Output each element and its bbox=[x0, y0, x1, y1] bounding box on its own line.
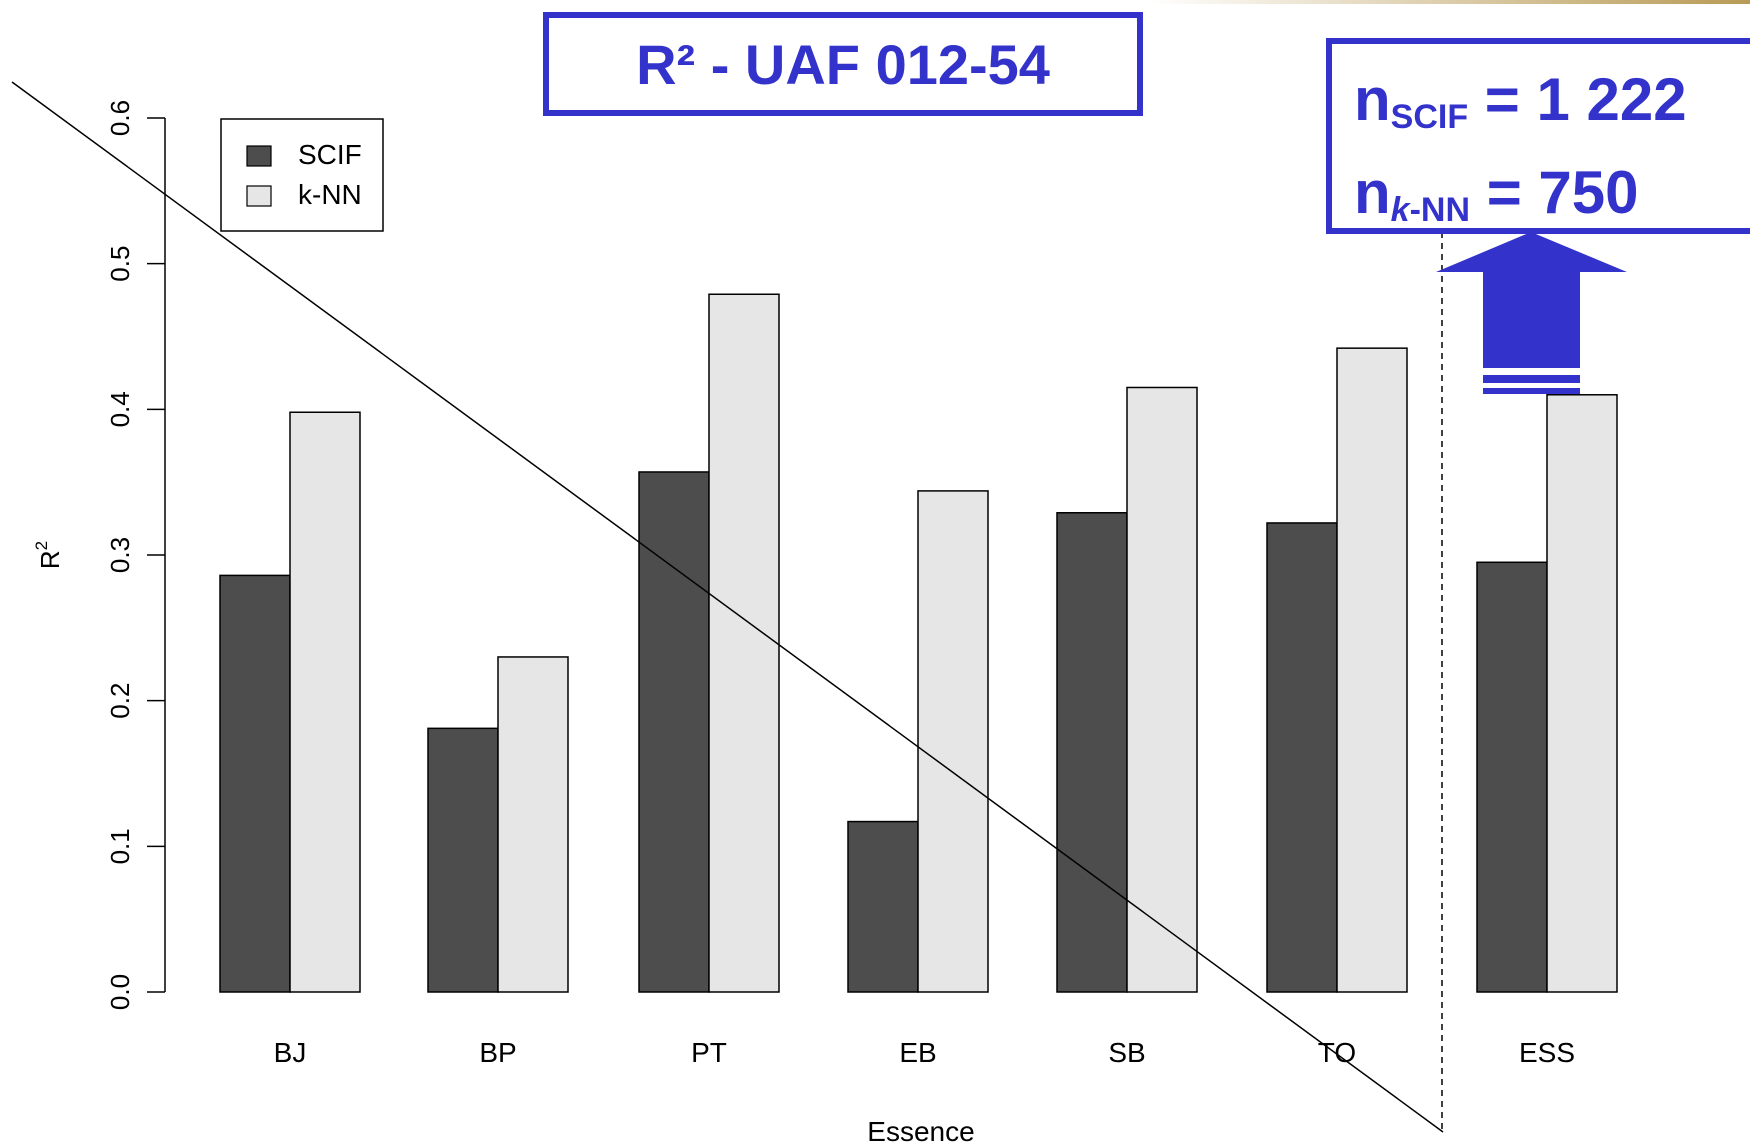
sample-size-box: nSCIF = 1 222 nk-NN = 750 bbox=[1326, 38, 1750, 234]
x-tick-label-pt: PT bbox=[691, 1037, 727, 1068]
up-arrow-icon bbox=[1436, 232, 1627, 368]
y-tick-label: 0.0 bbox=[105, 974, 135, 1010]
x-tick-label-bp: BP bbox=[479, 1037, 516, 1068]
n-knn-subscript-rest: -NN bbox=[1409, 191, 1471, 229]
n-scif-value: = 1 222 bbox=[1484, 66, 1687, 133]
bar-k-nn-eb bbox=[917, 490, 989, 993]
x-tick-label-eb: EB bbox=[899, 1037, 936, 1068]
axes: 0.00.10.20.30.40.50.6BJ BP PT EB SB TO ESS bbox=[105, 100, 1575, 1068]
bar-scif-sb bbox=[1056, 512, 1128, 993]
decorative-top-stripe bbox=[1150, 0, 1750, 4]
bar-scif-pt bbox=[638, 471, 710, 993]
bar-k-nn-sb bbox=[1126, 386, 1198, 993]
legend: SCIF k-NN bbox=[220, 118, 384, 232]
n-knn-subscript: k-NN bbox=[1391, 191, 1470, 229]
y-tick-label: 0.4 bbox=[105, 391, 135, 427]
decorations bbox=[11, 81, 1627, 1133]
x-axis-label: Essence bbox=[867, 1116, 974, 1144]
arrow-stripe bbox=[1483, 388, 1580, 394]
y-tick-label: 0.3 bbox=[105, 537, 135, 573]
x-tick-label-sb: SB bbox=[1108, 1037, 1145, 1068]
legend-box bbox=[220, 118, 384, 232]
n-knn-value: = 750 bbox=[1486, 159, 1639, 226]
bar-scif-eb bbox=[847, 820, 919, 993]
y-tick-label: 0.6 bbox=[105, 100, 135, 136]
arrow-stripe bbox=[1483, 375, 1580, 383]
bar-k-nn-to bbox=[1336, 347, 1408, 993]
bar-scif-bj bbox=[219, 574, 291, 993]
bar-scif-bp bbox=[427, 727, 499, 993]
legend-swatch-scif bbox=[246, 145, 272, 167]
legend-label-scif: SCIF bbox=[298, 139, 362, 170]
legend-swatch-k-nn bbox=[246, 185, 272, 207]
x-tick-label-ess: ESS bbox=[1519, 1037, 1575, 1068]
bar-k-nn-bp bbox=[497, 656, 569, 993]
y-tick-label: 0.1 bbox=[105, 828, 135, 864]
bar-scif-ess bbox=[1476, 561, 1548, 993]
x-tick-label-bj: BJ bbox=[274, 1037, 307, 1068]
y-tick-label: 0.2 bbox=[105, 683, 135, 719]
bar-k-nn-pt bbox=[708, 293, 780, 993]
bar-scif-to bbox=[1266, 522, 1338, 993]
bar-k-nn-ess bbox=[1546, 394, 1618, 993]
bars bbox=[219, 293, 1618, 993]
n-knn-subscript-italic: k bbox=[1390, 191, 1410, 229]
diagonal-overlay-line bbox=[11, 81, 1444, 1133]
n-scif-subscript: SCIF bbox=[1390, 98, 1469, 136]
y-axis-label: R2 bbox=[32, 541, 65, 569]
chart-title-text: R² - UAF 012-54 bbox=[636, 32, 1050, 96]
chart-title: R² - UAF 012-54 bbox=[543, 12, 1143, 116]
bar-k-nn-bj bbox=[289, 411, 361, 993]
y-tick-label: 0.5 bbox=[105, 246, 135, 282]
n-knn-line: nk-NN = 750 bbox=[1354, 159, 1639, 229]
legend-label-k-nn: k-NN bbox=[298, 179, 362, 210]
n-scif-line: nSCIF = 1 222 bbox=[1354, 66, 1687, 136]
